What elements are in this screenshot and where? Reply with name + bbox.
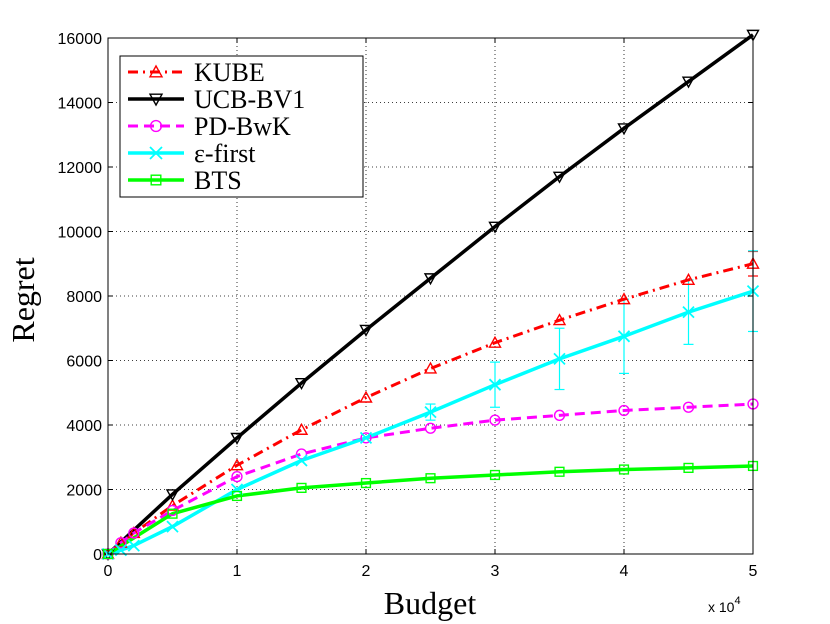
data-point [359,390,373,403]
data-point [115,537,127,549]
legend-marker [148,93,164,107]
data-point [489,414,501,426]
x-multiplier-base: x 10 [708,599,735,615]
data-point [424,422,437,434]
x-tick-label: 4 [620,563,629,580]
data-point [488,335,502,348]
data-point [360,477,372,489]
data-point [359,324,373,337]
data-point [424,405,437,419]
x-tick-label: 1 [233,563,242,580]
data-point [423,273,438,286]
data-point [165,489,180,502]
data-point [166,520,179,533]
data-point [618,404,630,417]
data-point [683,462,694,473]
x-multiplier-label: x 104 [708,595,741,615]
data-point [552,313,567,326]
legend-marker [149,119,163,133]
y-tick-label: 2000 [66,483,102,500]
y-tick-label: 10000 [58,225,103,242]
legend-marker [150,174,162,186]
legend-label: BTS [194,166,242,195]
data-point [553,352,566,366]
x-tick-label: 3 [491,563,500,580]
data-point [128,527,140,539]
data-point [681,272,696,285]
data-point [231,470,243,483]
series-line-0 [107,262,754,556]
data-point [230,432,244,445]
data-point [489,469,501,481]
data-point [359,431,373,445]
series-line-1 [106,33,755,556]
legend-label: KUBE [194,58,265,87]
data-point [682,305,695,319]
data-point [746,29,760,42]
x-tick-label: 0 [104,563,113,580]
data-point [618,464,630,475]
data-point [488,221,502,234]
y-tick-label: 8000 [66,289,102,306]
series-line-2 [107,402,754,556]
y-axis-label: Regret [5,257,41,342]
series-line-4 [107,464,754,556]
data-point [360,432,372,444]
data-point [488,378,502,391]
y-tick-label: 4000 [66,418,102,435]
y-tick-label: 12000 [58,160,103,177]
data-point [167,508,178,519]
data-point [294,377,309,391]
data-point [617,123,631,136]
data-point [231,490,243,502]
data-point [682,401,695,413]
x-multiplier-exponent: 4 [734,595,740,607]
data-point [423,361,438,374]
data-point [552,171,567,184]
data-point [294,422,309,435]
data-point [681,76,696,89]
data-point [425,473,436,484]
data-point [295,454,308,467]
y-tick-label: 16000 [58,31,103,48]
data-point [127,539,140,552]
data-point [296,482,307,493]
y-tick-label: 14000 [58,96,103,113]
legend-marker [148,64,164,78]
y-tick-label: 6000 [66,354,102,371]
data-point [295,448,308,460]
data-point [165,498,180,511]
legend-label: ε-first [194,139,256,168]
data-point [553,409,566,421]
data-point [617,292,631,305]
legend-marker [149,146,163,160]
data-point [617,330,631,343]
legend-box [119,55,364,198]
x-tick-label: 2 [362,563,371,580]
legend-label: UCB-BV1 [194,85,305,114]
y-tick-label: 0 [93,547,102,564]
x-tick-label: 5 [749,563,758,580]
data-point [554,466,565,477]
data-point [230,483,244,496]
x-axis-label: Budget [384,585,477,621]
axis-ticks: 0 1 2 3 4 5 0 2000 4000 6000 8000 10000 12000 14000 16… [58,31,758,580]
legend-label: PD-BwK [194,112,291,141]
data-point [230,458,244,471]
